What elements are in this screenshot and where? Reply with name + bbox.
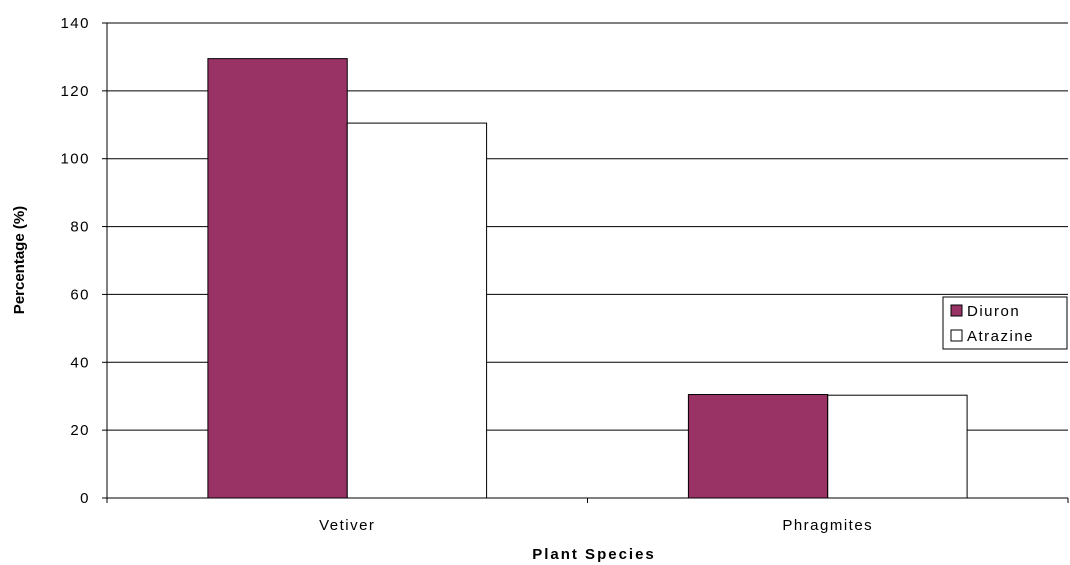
y-tick-label: 60 xyxy=(70,286,90,303)
y-tick-label: 20 xyxy=(70,422,90,439)
x-tick-label: Vetiver xyxy=(319,517,375,534)
y-tick-label: 80 xyxy=(70,219,90,236)
y-tick-label: 40 xyxy=(70,354,90,371)
legend-box xyxy=(942,296,1068,350)
legend-swatch-atrazine xyxy=(950,329,963,342)
legend-label-atrazine: Atrazine xyxy=(967,328,1034,345)
x-axis-title: Plant Species xyxy=(532,546,656,563)
y-axis-title: Percentage (%) xyxy=(11,206,28,314)
y-tick-label: 100 xyxy=(60,151,90,168)
y-axis-ticks: 0 20 40 60 80 100 120 140 xyxy=(60,15,107,507)
x-axis-ticks: Vetiver Phragmites xyxy=(106,498,1069,534)
legend: Diuron Atrazine xyxy=(942,296,1068,350)
y-tick-label: 0 xyxy=(80,490,90,507)
bar-diuron-vetiver xyxy=(207,58,348,499)
bar-atrazine-vetiver xyxy=(346,122,488,499)
y-tick-label: 120 xyxy=(60,83,90,100)
y-tick-label: 140 xyxy=(60,15,90,32)
legend-label-diuron: Diuron xyxy=(967,303,1020,320)
bar-atrazine-phragmites xyxy=(827,394,968,499)
x-tick-label: Phragmites xyxy=(782,517,873,534)
legend-swatch-diuron xyxy=(950,304,963,317)
bar-diuron-phragmites xyxy=(687,394,829,499)
bars xyxy=(207,58,968,499)
